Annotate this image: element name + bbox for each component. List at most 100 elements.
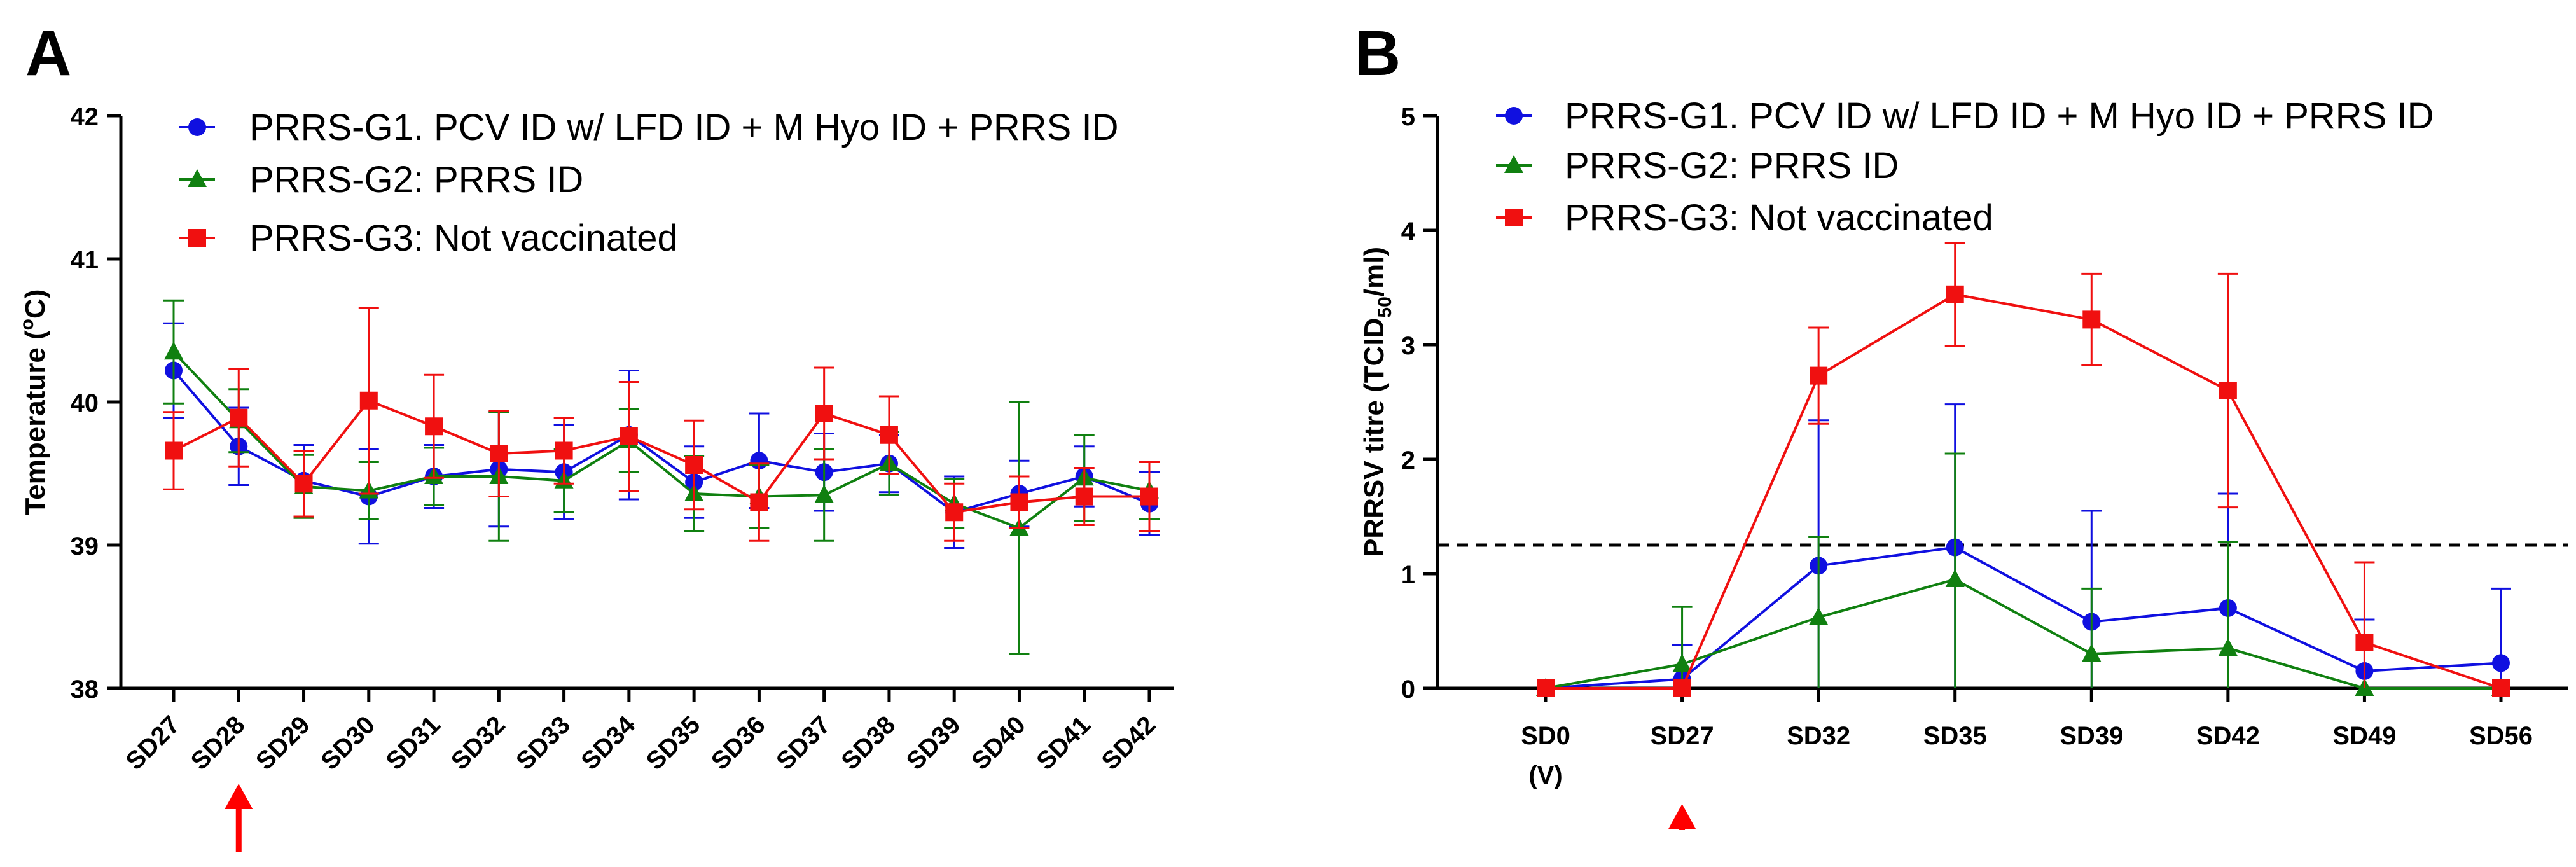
legend-label: PRRS-G2: PRRS ID bbox=[249, 159, 583, 200]
y-tick-label: 0 bbox=[1401, 676, 1415, 704]
legend-entry: PRRS-G2: PRRS ID bbox=[1496, 145, 1899, 186]
y-tick-label: 41 bbox=[71, 246, 99, 274]
legend-label: PRRS-G3: Not vaccinated bbox=[249, 218, 678, 259]
legend-marker bbox=[188, 229, 206, 247]
data-point bbox=[2492, 679, 2510, 697]
x-tick-label: SD28 bbox=[186, 711, 251, 775]
legend-label: PRRS-G2: PRRS ID bbox=[1565, 145, 1899, 186]
y-tick-label: 3 bbox=[1401, 332, 1415, 360]
x-tick-label: SD27 bbox=[1651, 722, 1714, 750]
legend-entry: PRRS-G1. PCV ID w/ LFD ID + M Hyo ID + P… bbox=[179, 107, 1118, 148]
legend-label: PRRS-G3: Not vaccinated bbox=[1565, 197, 1993, 239]
x-tick-label: SD42 bbox=[1096, 711, 1161, 775]
x-tick-label: SD32 bbox=[1787, 722, 1850, 750]
panel-label: A bbox=[25, 18, 71, 89]
x-tick-label: SD31 bbox=[381, 711, 446, 775]
data-point bbox=[2355, 634, 2374, 651]
y-axis-title-end: /ml) bbox=[1359, 247, 1390, 296]
x-tick-label: SD39 bbox=[901, 711, 966, 775]
x-tick-label: SD42 bbox=[2196, 722, 2260, 750]
data-point bbox=[165, 441, 183, 460]
series-line bbox=[173, 399, 1149, 514]
x-tick-label: SD35 bbox=[641, 711, 706, 775]
data-point bbox=[2218, 638, 2238, 656]
y-tick-label: 4 bbox=[1401, 218, 1416, 246]
y-axis-title-script: o bbox=[17, 319, 38, 330]
y-axis-title-main: PRRSV titre (TCID bbox=[1359, 318, 1390, 557]
series-line bbox=[172, 370, 1150, 514]
data-point bbox=[490, 445, 508, 462]
x-tick-label: SD40 bbox=[966, 711, 1031, 775]
data-point bbox=[750, 493, 768, 511]
x-tick-label: SD49 bbox=[2332, 722, 2396, 750]
data-point bbox=[2082, 310, 2101, 329]
data-point bbox=[814, 485, 834, 503]
x-tick-label: SD29 bbox=[251, 711, 315, 775]
data-point bbox=[2082, 644, 2102, 662]
data-point bbox=[685, 456, 703, 474]
data-point bbox=[230, 408, 248, 427]
data-point bbox=[815, 405, 833, 422]
y-axis-title: Temperature (oC) bbox=[17, 289, 51, 515]
data-point bbox=[1537, 679, 1555, 697]
x-tick-label: SD32 bbox=[446, 711, 511, 775]
data-point bbox=[1010, 493, 1028, 511]
data-point bbox=[880, 426, 898, 444]
x-tick-label: SD34 bbox=[576, 711, 641, 775]
y-tick-label: 2 bbox=[1401, 447, 1415, 475]
legend-marker bbox=[1505, 107, 1523, 125]
y-tick-label: 38 bbox=[71, 676, 99, 704]
legend-marker bbox=[188, 118, 206, 136]
legend-marker bbox=[188, 169, 207, 187]
x-tick-label: SD38 bbox=[836, 711, 901, 775]
y-axis-title: PRRSV titre (TCID50/ml) bbox=[1359, 247, 1395, 557]
series-line bbox=[172, 350, 1150, 530]
data-point bbox=[2492, 654, 2510, 672]
y-axis-title-main: Temperature ( bbox=[20, 330, 51, 515]
data-point bbox=[1140, 487, 1158, 506]
y-tick-label: 5 bbox=[1401, 103, 1415, 131]
data-point bbox=[1809, 607, 1829, 625]
data-point bbox=[359, 391, 378, 410]
x-tick-label: SD36 bbox=[706, 711, 771, 775]
legend-marker bbox=[1505, 209, 1523, 226]
series-3 bbox=[1537, 242, 2510, 697]
x-tick-label: SD0 bbox=[1521, 722, 1570, 750]
y-axis-title-end: C) bbox=[20, 289, 51, 319]
series-line bbox=[1545, 578, 2501, 690]
x-tick-label: SD30 bbox=[315, 711, 380, 775]
data-point bbox=[1810, 366, 1828, 385]
y-axis-title-script: 50 bbox=[1375, 296, 1395, 317]
legend-label: PRRS-G1. PCV ID w/ LFD ID + M Hyo ID + P… bbox=[249, 107, 1118, 148]
legend-marker bbox=[1504, 155, 1523, 173]
panel-label: B bbox=[1355, 18, 1401, 89]
arrow-head bbox=[1668, 804, 1696, 829]
data-point bbox=[1075, 487, 1093, 506]
x-tick-label: SD41 bbox=[1031, 711, 1096, 775]
y-tick-label: 39 bbox=[71, 532, 99, 560]
data-point bbox=[945, 503, 964, 522]
data-point bbox=[1945, 569, 1965, 587]
data-point bbox=[2219, 382, 2237, 399]
x-tick-label: SD37 bbox=[771, 711, 836, 775]
legend-entry: PRRS-G1. PCV ID w/ LFD ID + M Hyo ID + P… bbox=[1496, 95, 2434, 137]
series-3 bbox=[163, 307, 1160, 542]
x-tick-label: SD35 bbox=[1923, 722, 1987, 750]
data-point bbox=[294, 475, 313, 493]
data-point bbox=[1672, 654, 1692, 672]
x-tick-sublabel: (V) bbox=[1528, 761, 1562, 789]
legend-entry: PRRS-G3: Not vaccinated bbox=[1496, 197, 1993, 239]
legend-entry: PRRS-G3: Not vaccinated bbox=[179, 218, 678, 259]
legend-label: PRRS-G1. PCV ID w/ LFD ID + M Hyo ID + P… bbox=[1565, 95, 2434, 137]
data-point bbox=[164, 342, 183, 360]
series-line bbox=[1545, 546, 2502, 690]
data-point bbox=[425, 417, 443, 436]
x-tick-label: SD33 bbox=[511, 711, 576, 775]
legend-entry: PRRS-G2: PRRS ID bbox=[179, 159, 583, 200]
x-tick-label: SD39 bbox=[2060, 722, 2123, 750]
data-point bbox=[620, 427, 638, 445]
y-tick-label: 42 bbox=[71, 103, 99, 131]
